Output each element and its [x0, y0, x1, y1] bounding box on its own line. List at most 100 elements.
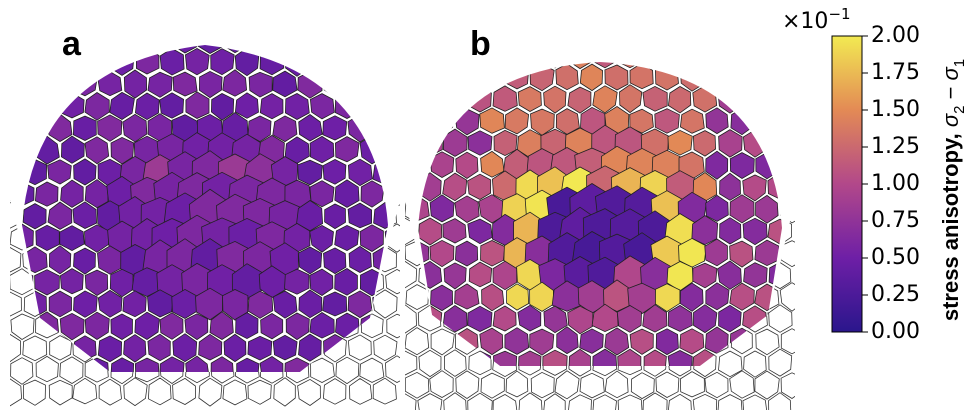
cell — [679, 328, 705, 355]
skirt-cell — [322, 378, 347, 405]
cell — [84, 311, 110, 340]
tick-label: 0.50 — [871, 245, 920, 270]
cell — [334, 93, 360, 119]
skirt-cell — [393, 174, 417, 200]
cell — [443, 84, 468, 113]
cell — [185, 91, 210, 119]
skirt-cell — [385, 136, 409, 164]
skirt-cell — [518, 392, 543, 410]
cell — [667, 129, 693, 156]
cell — [334, 47, 360, 76]
cell — [60, 179, 84, 208]
skirt-cell — [23, 70, 47, 97]
cell — [272, 115, 298, 143]
cell — [567, 86, 592, 114]
cell — [479, 327, 504, 356]
cell — [323, 69, 348, 98]
cell — [309, 93, 335, 120]
cell — [334, 268, 358, 296]
skirt-cell — [22, 335, 48, 362]
skirt-cell — [10, 201, 23, 229]
cell — [159, 356, 185, 372]
cell — [443, 262, 467, 290]
cell — [222, 289, 249, 321]
skirt-cell — [693, 43, 717, 68]
cell — [22, 70, 23, 99]
cell — [667, 350, 693, 366]
skirt-cell — [273, 27, 297, 52]
skirt-cell — [405, 151, 430, 179]
skirt-cell — [592, 394, 617, 410]
cell — [347, 113, 372, 143]
skirt-cell — [780, 108, 804, 135]
cell — [705, 194, 729, 222]
cell — [223, 333, 247, 363]
skirt-cell — [679, 371, 705, 398]
cell — [359, 224, 384, 252]
symbol: σ — [938, 66, 963, 80]
skirt-cell — [742, 394, 768, 410]
skirt-cell — [455, 370, 480, 399]
cell — [705, 282, 730, 311]
skirt-cell — [443, 349, 467, 377]
minus: − — [938, 80, 963, 105]
cell — [347, 45, 373, 53]
cell — [719, 217, 742, 245]
cell — [347, 158, 373, 187]
cell — [298, 289, 323, 319]
cell — [418, 62, 442, 70]
cell — [284, 268, 310, 295]
skirt-cell — [430, 328, 455, 356]
subscript: 2 — [951, 106, 968, 114]
cell — [542, 349, 568, 366]
skirt-cell — [780, 151, 804, 178]
skirt-cell — [374, 115, 398, 140]
cell — [504, 327, 530, 355]
cell — [347, 290, 373, 319]
skirt-cell — [10, 357, 34, 385]
skirt-cell — [730, 65, 754, 89]
cell — [592, 85, 618, 114]
colorbar — [831, 35, 863, 333]
skirt-cell — [630, 372, 655, 400]
skirt-cell — [431, 63, 453, 91]
cell — [284, 357, 310, 372]
cell — [260, 313, 284, 340]
cell — [617, 62, 643, 69]
skirt-cell — [418, 349, 442, 378]
skirt-cell — [98, 378, 122, 406]
skirt-cell — [85, 49, 109, 74]
cell — [22, 181, 35, 207]
tick-label: 1.50 — [871, 97, 920, 122]
skirt-cell — [222, 379, 248, 406]
cell — [35, 92, 59, 120]
cell — [617, 348, 642, 366]
skirt-cell — [48, 379, 73, 406]
cell — [48, 245, 72, 275]
skirt-cell — [224, 28, 247, 52]
cell — [22, 92, 35, 120]
skirt-cell — [419, 42, 441, 70]
cell — [730, 108, 754, 136]
multiplier-exp: −1 — [828, 5, 850, 23]
skirt-cell — [467, 392, 493, 410]
cell — [48, 70, 72, 98]
cell — [123, 334, 147, 363]
cell — [743, 62, 768, 68]
cell — [109, 91, 135, 120]
cell — [755, 152, 780, 180]
cell — [692, 262, 718, 289]
skirt-cell — [717, 394, 743, 410]
skirt-cell — [769, 87, 792, 113]
skirt-cell — [372, 377, 397, 405]
cell — [567, 305, 594, 335]
skirt-cell — [754, 370, 780, 400]
skirt-cell — [669, 42, 692, 68]
cell — [780, 152, 782, 179]
skirt-cell — [12, 50, 34, 75]
cell — [767, 172, 782, 200]
cell — [35, 224, 60, 252]
cell — [334, 179, 360, 208]
cell — [285, 48, 310, 77]
